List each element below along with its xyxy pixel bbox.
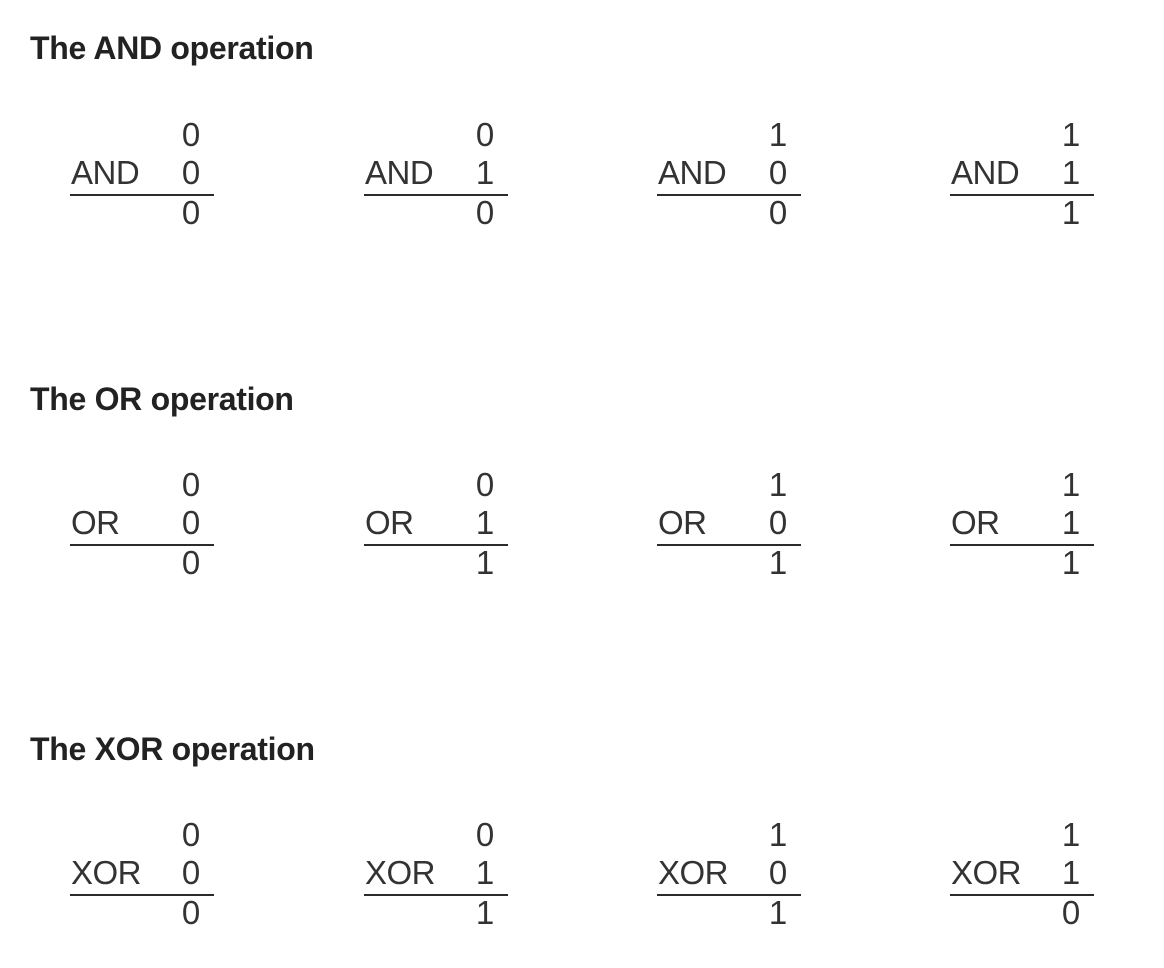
problem-xor-0-0: 0 XOR 0 0 — [70, 816, 214, 931]
problem-xor-0-1: 0 XOR 1 1 — [364, 816, 508, 931]
operator-label: OR — [951, 504, 1000, 541]
result-value: 0 — [475, 194, 495, 231]
sum-line — [70, 894, 214, 896]
problem-or-0-0: 0 OR 0 0 — [70, 466, 214, 581]
operand-a: 1 — [768, 116, 788, 153]
operator-label: OR — [658, 504, 707, 541]
operand-b: 1 — [475, 154, 495, 191]
result-value: 1 — [1061, 544, 1081, 581]
operand-b: 0 — [181, 504, 201, 541]
operand-a: 0 — [475, 116, 495, 153]
result-value: 1 — [475, 894, 495, 931]
operand-b: 0 — [768, 504, 788, 541]
sum-line — [364, 194, 508, 196]
result-value: 0 — [181, 194, 201, 231]
sum-line — [950, 544, 1094, 546]
sum-line — [70, 544, 214, 546]
operand-b: 0 — [181, 154, 201, 191]
operand-a: 1 — [768, 466, 788, 503]
section-title-and: The AND operation — [30, 30, 314, 66]
problem-and-1-0: 1 AND 0 0 — [657, 116, 801, 231]
operand-b: 1 — [1061, 854, 1081, 891]
sum-line — [364, 894, 508, 896]
operand-a: 0 — [181, 116, 201, 153]
sum-line — [657, 194, 801, 196]
operand-b: 1 — [1061, 154, 1081, 191]
operand-a: 1 — [1061, 116, 1081, 153]
operand-a: 1 — [768, 816, 788, 853]
sum-line — [657, 544, 801, 546]
operand-a: 0 — [475, 466, 495, 503]
problem-xor-1-0: 1 XOR 0 1 — [657, 816, 801, 931]
result-value: 0 — [181, 894, 201, 931]
operand-b: 1 — [1061, 504, 1081, 541]
operand-b: 0 — [768, 854, 788, 891]
sum-line — [70, 194, 214, 196]
operator-label: XOR — [658, 854, 729, 891]
problem-and-0-1: 0 AND 1 0 — [364, 116, 508, 231]
problem-or-1-0: 1 OR 0 1 — [657, 466, 801, 581]
operand-a: 0 — [475, 816, 495, 853]
operator-label: AND — [951, 154, 1020, 191]
result-value: 0 — [1061, 894, 1081, 931]
problem-and-1-1: 1 AND 1 1 — [950, 116, 1094, 231]
problem-xor-1-1: 1 XOR 1 0 — [950, 816, 1094, 931]
operand-a: 1 — [1061, 816, 1081, 853]
operand-a: 1 — [1061, 466, 1081, 503]
operator-label: AND — [71, 154, 140, 191]
sum-line — [657, 894, 801, 896]
operand-a: 0 — [181, 816, 201, 853]
operator-label: OR — [71, 504, 120, 541]
operand-b: 0 — [181, 854, 201, 891]
operand-a: 0 — [181, 466, 201, 503]
result-value: 1 — [1061, 194, 1081, 231]
result-value: 0 — [768, 194, 788, 231]
sum-line — [950, 194, 1094, 196]
problem-or-0-1: 0 OR 1 1 — [364, 466, 508, 581]
operator-label: AND — [658, 154, 727, 191]
section-title-xor: The XOR operation — [30, 731, 315, 767]
sum-line — [364, 544, 508, 546]
operator-label: AND — [365, 154, 434, 191]
operator-label: XOR — [951, 854, 1022, 891]
operand-b: 0 — [768, 154, 788, 191]
result-value: 0 — [181, 544, 201, 581]
operator-label: XOR — [71, 854, 142, 891]
operator-label: OR — [365, 504, 414, 541]
problem-and-0-0: 0 AND 0 0 — [70, 116, 214, 231]
problem-or-1-1: 1 OR 1 1 — [950, 466, 1094, 581]
operand-b: 1 — [475, 504, 495, 541]
section-title-or: The OR operation — [30, 381, 294, 417]
result-value: 1 — [768, 894, 788, 931]
operand-b: 1 — [475, 854, 495, 891]
operator-label: XOR — [365, 854, 436, 891]
result-value: 1 — [475, 544, 495, 581]
result-value: 1 — [768, 544, 788, 581]
sum-line — [950, 894, 1094, 896]
